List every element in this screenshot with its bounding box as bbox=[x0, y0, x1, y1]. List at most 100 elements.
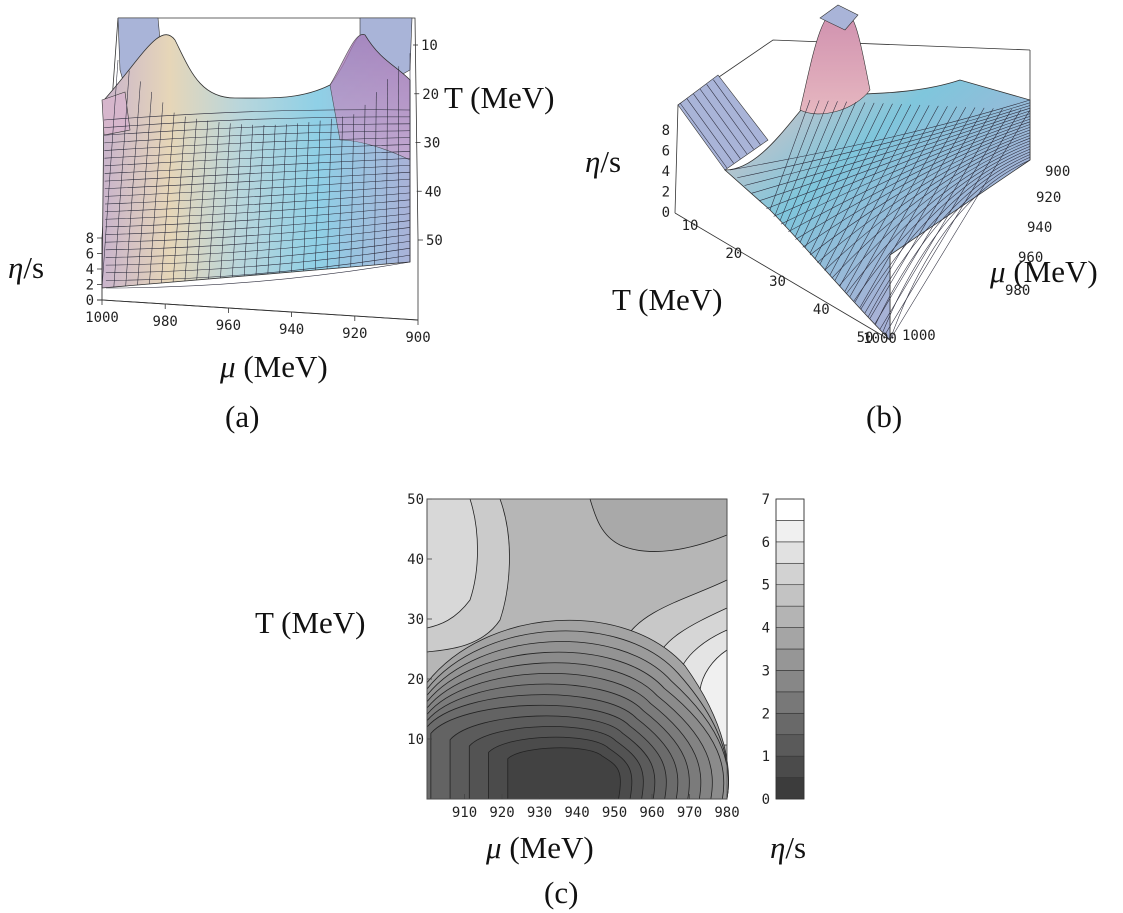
z-tick-label: 2 bbox=[662, 185, 670, 201]
contour-band bbox=[426, 498, 478, 629]
mesh-line bbox=[809, 129, 1031, 256]
mesh-line bbox=[105, 220, 411, 243]
y-tick-label: 980 bbox=[1005, 283, 1030, 299]
mesh-line bbox=[875, 154, 1031, 325]
plateau-left bbox=[677, 74, 769, 171]
mesh-line bbox=[105, 213, 411, 235]
mesh-line bbox=[751, 107, 1031, 194]
y-tick-label: 30 bbox=[424, 136, 441, 152]
mesh-line bbox=[267, 124, 276, 275]
z-tick-label: 0 bbox=[662, 205, 670, 221]
x-axis-label: μ (MeV) bbox=[485, 830, 594, 865]
mesh-line bbox=[105, 254, 411, 281]
mesh-line bbox=[686, 98, 734, 164]
x-tick-label: 960 bbox=[639, 805, 664, 821]
mesh-line bbox=[314, 120, 321, 271]
mesh-line bbox=[766, 113, 1031, 209]
mesh-line bbox=[834, 105, 930, 281]
mesh-line bbox=[884, 109, 1022, 335]
colorbar-band bbox=[775, 755, 805, 778]
mesh-line bbox=[303, 122, 310, 272]
x-tick-label: 40 bbox=[813, 302, 830, 318]
mesh-line bbox=[196, 120, 209, 281]
y-tick-label: 10 bbox=[421, 38, 438, 54]
mesh-line bbox=[729, 99, 1031, 171]
y-tick-label: 40 bbox=[425, 184, 442, 200]
colorbar-band bbox=[775, 605, 805, 628]
mesh-line bbox=[744, 105, 1031, 186]
x-tick-label: 980 bbox=[714, 805, 739, 821]
x-tick-label: 1000 bbox=[85, 310, 119, 326]
colorbar-band bbox=[775, 734, 805, 757]
colorbar-label: η/s bbox=[770, 830, 806, 865]
x-tick-label: 980 bbox=[153, 314, 178, 330]
mesh-line bbox=[105, 199, 411, 220]
y-ticks: 10 20 30 40 50 bbox=[413, 38, 443, 249]
colorbar-band bbox=[775, 584, 805, 607]
x-tick-label: 940 bbox=[279, 322, 304, 338]
peak-right bbox=[329, 34, 411, 161]
x-tick-label: 30 bbox=[769, 274, 786, 290]
mesh-line bbox=[104, 144, 411, 159]
mesh-line bbox=[829, 104, 921, 276]
mesh-line bbox=[104, 130, 411, 144]
mesh-line bbox=[824, 104, 912, 270]
x-tick-label: 920 bbox=[489, 805, 514, 821]
contour-band bbox=[589, 498, 728, 552]
y-tick-label: 940 bbox=[1027, 220, 1052, 236]
colorbar-band bbox=[775, 777, 805, 800]
mesh-line bbox=[101, 59, 119, 289]
colorbar bbox=[775, 498, 805, 800]
y-ticks: 10 20 30 40 50 bbox=[407, 492, 432, 748]
z-tick-label: 4 bbox=[86, 262, 94, 278]
panel-caption: (b) bbox=[866, 399, 902, 434]
y-tick-label: 1000 bbox=[863, 331, 897, 347]
mesh-line bbox=[291, 123, 298, 273]
mesh-line bbox=[125, 81, 141, 287]
colorbar-band bbox=[775, 541, 805, 564]
mesh-line bbox=[104, 123, 411, 136]
mesh-line bbox=[105, 192, 411, 212]
mesh-line bbox=[773, 116, 1031, 217]
y-tick-label: 10 bbox=[407, 732, 424, 748]
mesh-line bbox=[864, 107, 985, 314]
x-tick-label: 950 bbox=[602, 805, 627, 821]
mesh-line bbox=[889, 159, 1031, 341]
y-tick-label: 1000 bbox=[902, 328, 936, 344]
y-tick-label: 50 bbox=[426, 233, 443, 249]
mesh-line bbox=[860, 148, 1031, 310]
panel-caption: (c) bbox=[544, 875, 578, 910]
x-tick-label: 900 bbox=[405, 330, 430, 346]
mesh-line bbox=[104, 185, 411, 205]
mesh-line bbox=[397, 66, 400, 264]
mesh-line bbox=[104, 164, 411, 182]
colorbar-tick-label: 4 bbox=[762, 621, 770, 637]
y-tick-label: 20 bbox=[407, 672, 424, 688]
mesh-line bbox=[104, 137, 411, 151]
x-ticks: 1000 980 960 940 920 900 bbox=[85, 300, 431, 346]
mesh-line bbox=[867, 151, 1031, 317]
contour-level bbox=[507, 747, 621, 800]
y-tick-label: 30 bbox=[407, 612, 424, 628]
mesh-line bbox=[220, 123, 231, 279]
z-ticks: 0 2 4 6 8 bbox=[662, 123, 670, 221]
x-tick-label: 960 bbox=[216, 318, 241, 334]
mesh-line bbox=[889, 109, 1031, 341]
box-edges bbox=[674, 39, 1031, 341]
mesh-line bbox=[802, 127, 1031, 248]
wall-left bbox=[101, 91, 131, 136]
surface-mesh bbox=[679, 79, 1031, 341]
colorbar-band bbox=[775, 520, 805, 543]
x-ticks: 10 20 30 40 50 bbox=[682, 218, 874, 346]
colorbar-tick-label: 5 bbox=[762, 578, 770, 594]
mesh-line bbox=[105, 261, 411, 289]
colorbar-tick-label: 0 bbox=[762, 792, 770, 808]
colorbar-band bbox=[775, 648, 805, 671]
y-ticks: 900 920 940 960 980 1000 1000 bbox=[863, 164, 1070, 347]
y-tick-label: 50 bbox=[407, 492, 424, 508]
mesh-line bbox=[779, 100, 829, 221]
panel-b-surface-plot: 10 20 30 40 50 900 920 940 960 980 1000 1000 0 2 4 6 8… bbox=[585, 4, 1098, 434]
z-axis-label: η/s bbox=[8, 250, 44, 285]
panel-caption: (a) bbox=[225, 399, 259, 434]
y-axis-label: T (MeV) bbox=[255, 605, 365, 640]
